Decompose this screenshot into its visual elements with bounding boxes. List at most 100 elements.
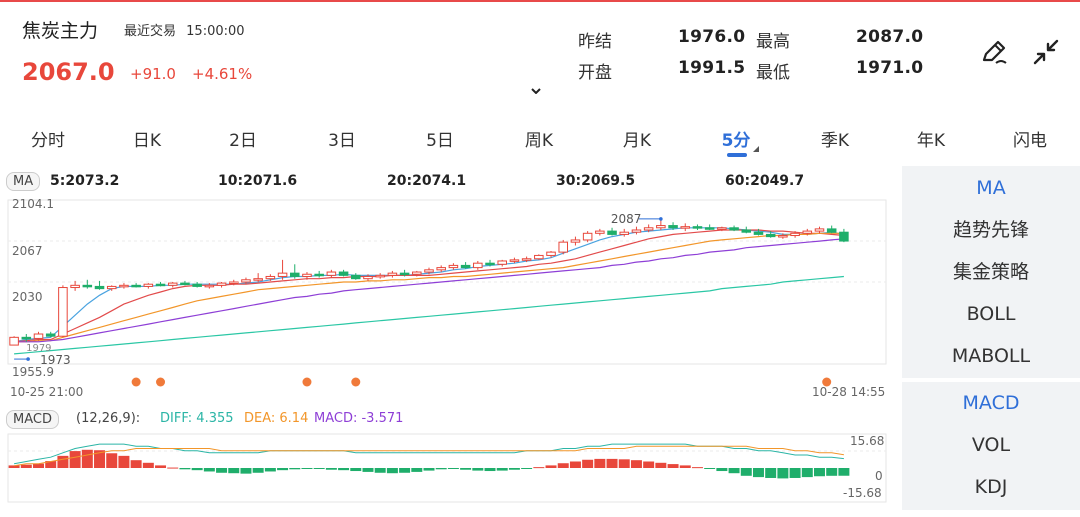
macd-bar — [447, 468, 459, 469]
macd-bar — [801, 468, 813, 478]
ma-line-ma30 — [14, 238, 844, 343]
candle-body — [802, 230, 813, 234]
tab-5min[interactable]: 5分 — [721, 131, 751, 151]
macd-bar — [94, 450, 106, 468]
macd-chart[interactable] — [0, 430, 900, 508]
sidebar-item-trend-pioneer[interactable]: 趋势先锋 — [952, 219, 1029, 241]
macd-macd-value: MACD: -3.571 — [314, 411, 404, 426]
signal-marker-dot — [156, 377, 166, 387]
macd-bar — [716, 468, 728, 472]
macd-bar — [655, 462, 667, 468]
macd-bar — [106, 453, 118, 468]
candle-body — [33, 333, 44, 339]
candle-body — [167, 282, 178, 286]
tab-yearly-k[interactable]: 年K — [916, 131, 946, 151]
candle-body — [289, 272, 300, 277]
macd-bar — [496, 468, 508, 471]
candle-body — [717, 227, 727, 230]
last-price: 2067.0 — [22, 58, 115, 86]
macd-bar — [216, 468, 228, 473]
sidebar-item-kdj[interactable]: KDJ — [974, 476, 1008, 498]
sidebar-item-macd[interactable]: MACD — [962, 392, 1020, 414]
tab-daily-k[interactable]: 日K — [132, 131, 162, 151]
collapse-icon[interactable] — [1030, 36, 1062, 68]
ma10-value: 10:2071.6 — [218, 173, 298, 189]
sidebar-item-ma[interactable]: MA — [976, 177, 1006, 199]
macd-bar — [704, 468, 716, 469]
candle-body — [326, 271, 337, 276]
macd-frame — [7, 433, 887, 503]
sidebar-item-vol[interactable]: VOL — [971, 434, 1011, 456]
tab-flash[interactable]: 闪电 — [1013, 131, 1047, 151]
macd-bar — [325, 468, 337, 470]
macd-bar — [57, 455, 69, 468]
expand-chevron-icon[interactable] — [531, 88, 541, 94]
candle-body — [790, 232, 800, 237]
recent-trade-value: 15:00:00 — [186, 24, 245, 39]
sidebar-item-maboll[interactable]: MABOLL — [951, 345, 1031, 367]
candle-body — [521, 258, 532, 261]
candle-body — [399, 272, 410, 276]
macd-params: (12,26,9): — [76, 411, 141, 426]
tab-5day[interactable]: 5日 — [426, 131, 454, 151]
candle-body — [228, 281, 239, 284]
candle-body — [753, 231, 764, 235]
edit-draw-icon[interactable] — [978, 36, 1010, 68]
recent-trade-time: 最近交易 15:00:00 — [124, 20, 245, 39]
macd-bar — [667, 464, 679, 468]
macd-bar — [545, 465, 557, 468]
macd-bar — [374, 468, 386, 473]
macd-bar — [362, 468, 374, 472]
tab-3day[interactable]: 3日 — [328, 131, 356, 151]
ma20-value: 20:2074.1 — [387, 173, 467, 189]
candle-body — [497, 260, 507, 265]
period-dropdown-icon[interactable] — [753, 146, 759, 152]
stat-value-high: 2087.0 — [856, 27, 924, 47]
stat-value-prev-settle: 1976.0 — [678, 27, 746, 47]
macd-bar — [643, 461, 655, 468]
candle-body — [265, 275, 276, 280]
macd-bar — [606, 458, 618, 468]
macd-diff-value: DIFF: 4.355 — [160, 411, 234, 426]
ma-indicator-tag[interactable]: MA — [6, 172, 41, 191]
macd-bar — [45, 461, 57, 468]
macd-bar — [752, 468, 764, 478]
stat-label-high: 最高 — [756, 32, 790, 52]
top-accent-line — [0, 0, 1080, 2]
candle-body — [582, 232, 593, 241]
stat-value-low: 1971.0 — [856, 58, 924, 78]
sidebar-item-boll[interactable]: BOLL — [966, 303, 1016, 325]
macd-dea-line — [14, 445, 844, 467]
candle-body — [9, 336, 19, 346]
macd-bar — [582, 459, 594, 468]
macd-bar — [423, 468, 435, 471]
candle-body — [216, 282, 227, 286]
macd-bar — [777, 468, 789, 479]
macd-axis-bottom-label: -15.68 — [843, 486, 882, 500]
sidebar-item-gold-strategy[interactable]: 集金策略 — [952, 261, 1029, 283]
macd-bar — [118, 455, 130, 468]
y-axis-top-label: 2104.1 — [12, 197, 54, 211]
macd-bar — [740, 468, 752, 476]
candle-body — [277, 272, 288, 277]
candle-body — [619, 231, 630, 235]
candle-body — [814, 228, 825, 232]
candle-body — [839, 231, 849, 242]
candle-body — [680, 226, 691, 229]
tab-quarterly-k[interactable]: 季K — [820, 131, 850, 151]
macd-bar — [142, 462, 154, 468]
candle-body — [82, 284, 93, 288]
macd-bar — [435, 468, 447, 470]
candle-body — [546, 251, 556, 256]
macd-bar — [814, 468, 825, 477]
signal-marker-dot — [822, 377, 832, 387]
tab-timeshare[interactable]: 分时 — [31, 131, 65, 151]
tab-weekly-k[interactable]: 周K — [524, 131, 554, 151]
tab-monthly-k[interactable]: 月K — [622, 131, 652, 151]
macd-bar — [399, 468, 411, 473]
tab-2day[interactable]: 2日 — [229, 131, 257, 151]
macd-indicator-tag[interactable]: MACD — [6, 410, 59, 429]
ma-line-ma5 — [13, 227, 845, 343]
macd-bar — [521, 468, 533, 469]
